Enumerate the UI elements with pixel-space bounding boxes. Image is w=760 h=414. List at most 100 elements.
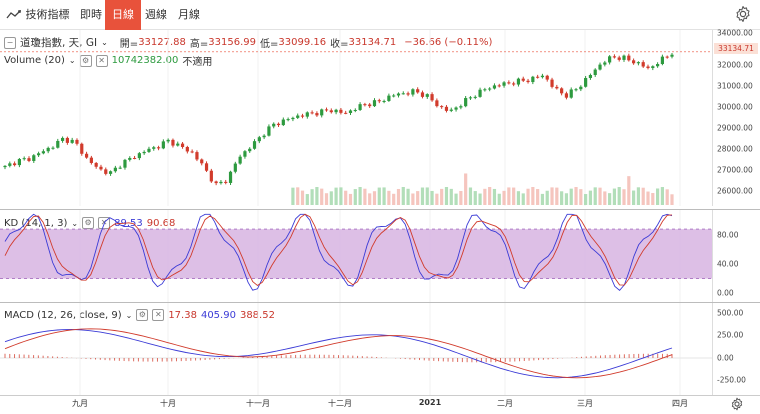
close-value: 33134.71 xyxy=(348,37,397,48)
macd-label[interactable]: MACD (12, 26, close, 9) xyxy=(4,309,122,321)
candle-body xyxy=(368,104,372,107)
chevron-down-icon[interactable]: ⌄ xyxy=(125,310,133,320)
settings-gear-icon[interactable] xyxy=(730,397,744,411)
candle-body xyxy=(224,181,228,183)
volume-bar xyxy=(300,190,305,205)
candle-body xyxy=(89,157,93,163)
realtime-button[interactable]: 即時 xyxy=(80,0,102,30)
volume-bar xyxy=(555,187,559,205)
candle-body xyxy=(521,78,525,81)
volume-bar xyxy=(324,193,329,205)
pane-divider[interactable] xyxy=(0,209,760,210)
volume-bar xyxy=(358,187,362,205)
volume-bar xyxy=(641,187,645,205)
candle-body xyxy=(238,156,242,164)
price-axis[interactable]: 34000.00 32000.00 31000.00 30000.00 2900… xyxy=(712,29,760,206)
kd-chart[interactable] xyxy=(0,210,712,302)
volume-label[interactable]: Volume (20) xyxy=(4,55,65,66)
candle-body xyxy=(56,140,60,148)
daily-button[interactable]: 日線 xyxy=(105,0,141,30)
candle-body xyxy=(214,181,218,184)
candle-body xyxy=(488,88,492,90)
candle-body xyxy=(512,83,516,85)
candle-body xyxy=(574,89,578,91)
volume-bar xyxy=(536,189,540,205)
candle-body xyxy=(128,157,132,160)
chevron-down-icon[interactable]: ⌄ xyxy=(71,218,79,228)
candle-body xyxy=(180,143,185,147)
pane-divider[interactable] xyxy=(0,302,760,303)
volume-bar xyxy=(420,187,425,205)
candle-body xyxy=(449,109,453,111)
candle-body xyxy=(65,137,69,143)
candle-body xyxy=(401,93,405,95)
close-icon[interactable]: ✕ xyxy=(95,54,108,67)
kd-axis[interactable]: 80.00 40.00 0.00 xyxy=(712,210,760,302)
chevron-down-icon[interactable]: ⌄ xyxy=(68,56,76,65)
candle-body xyxy=(296,115,300,118)
settings-icon[interactable]: ⚙ xyxy=(136,309,149,321)
volume-bar xyxy=(406,188,410,205)
collapse-icon[interactable]: − xyxy=(4,36,16,49)
monthly-button[interactable]: 月線 xyxy=(178,0,200,30)
chevron-down-icon[interactable]: ⌄ xyxy=(101,38,108,47)
price-tick: 32000.00 xyxy=(717,60,753,70)
settings-gear-icon[interactable] xyxy=(734,5,752,23)
candle-body xyxy=(420,92,425,97)
macd-axis[interactable]: 500.00 250.00 0.00 -250.00 xyxy=(712,303,760,395)
symbol-label[interactable]: 道瓊指數, 天, GI xyxy=(20,37,98,49)
volume-bar xyxy=(473,191,477,205)
volume-bar xyxy=(334,187,338,205)
kd-label[interactable]: KD (14, 1, 3) xyxy=(4,217,68,229)
price-chart[interactable] xyxy=(0,30,712,206)
candle-body xyxy=(27,158,31,161)
candle-body xyxy=(531,76,535,83)
candle-body xyxy=(617,57,621,60)
open-value: 33127.88 xyxy=(138,37,186,48)
candle-body xyxy=(22,158,26,160)
settings-icon[interactable]: ⚙ xyxy=(82,217,95,229)
time-label: 九月 xyxy=(72,399,88,408)
macd-line xyxy=(4,329,673,379)
candle-body xyxy=(161,141,165,149)
macd-chart[interactable] xyxy=(0,303,712,395)
candle-body xyxy=(70,139,74,143)
candle-body xyxy=(468,97,473,99)
volume-bar xyxy=(401,187,405,205)
candle-body xyxy=(142,151,146,154)
candle-body xyxy=(286,119,290,121)
indicators-button[interactable]: 技術指標 xyxy=(6,0,70,30)
volume-bar xyxy=(392,193,396,205)
volume-bar xyxy=(363,188,367,205)
candle-body xyxy=(526,80,530,83)
volume-bar xyxy=(296,187,300,205)
candle-body xyxy=(382,100,386,102)
volume-bar xyxy=(440,188,444,205)
realtime-label: 即時 xyxy=(80,8,102,21)
volume-bar xyxy=(449,188,453,205)
candle-body xyxy=(550,79,554,87)
daily-label: 日線 xyxy=(112,8,134,21)
candle-body xyxy=(641,62,645,67)
volume-legend: Volume (20) ⌄ ⚙ ✕ 10742382.00 不適用 xyxy=(4,53,212,68)
volume-bar xyxy=(516,191,521,205)
candle-body xyxy=(219,181,223,184)
candle-body xyxy=(396,93,401,96)
close-icon[interactable]: ✕ xyxy=(152,309,165,321)
volume-bar xyxy=(526,188,530,205)
candle-body xyxy=(608,56,612,63)
close-icon[interactable]: ✕ xyxy=(98,217,111,229)
volume-bar xyxy=(464,173,468,205)
kd-tick: 0.00 xyxy=(717,288,734,298)
volume-bar xyxy=(521,193,525,205)
volume-bar xyxy=(305,194,309,205)
time-label: 十二月 xyxy=(328,399,352,408)
volume-bar xyxy=(435,193,439,205)
price-tick: 31000.00 xyxy=(717,81,753,91)
candle-body xyxy=(36,153,41,156)
candle-body xyxy=(334,109,338,113)
weekly-button[interactable]: 週線 xyxy=(145,0,167,30)
candle-body xyxy=(564,93,569,98)
macd-value: 405.90 xyxy=(200,309,236,321)
volume-bar xyxy=(564,193,569,205)
